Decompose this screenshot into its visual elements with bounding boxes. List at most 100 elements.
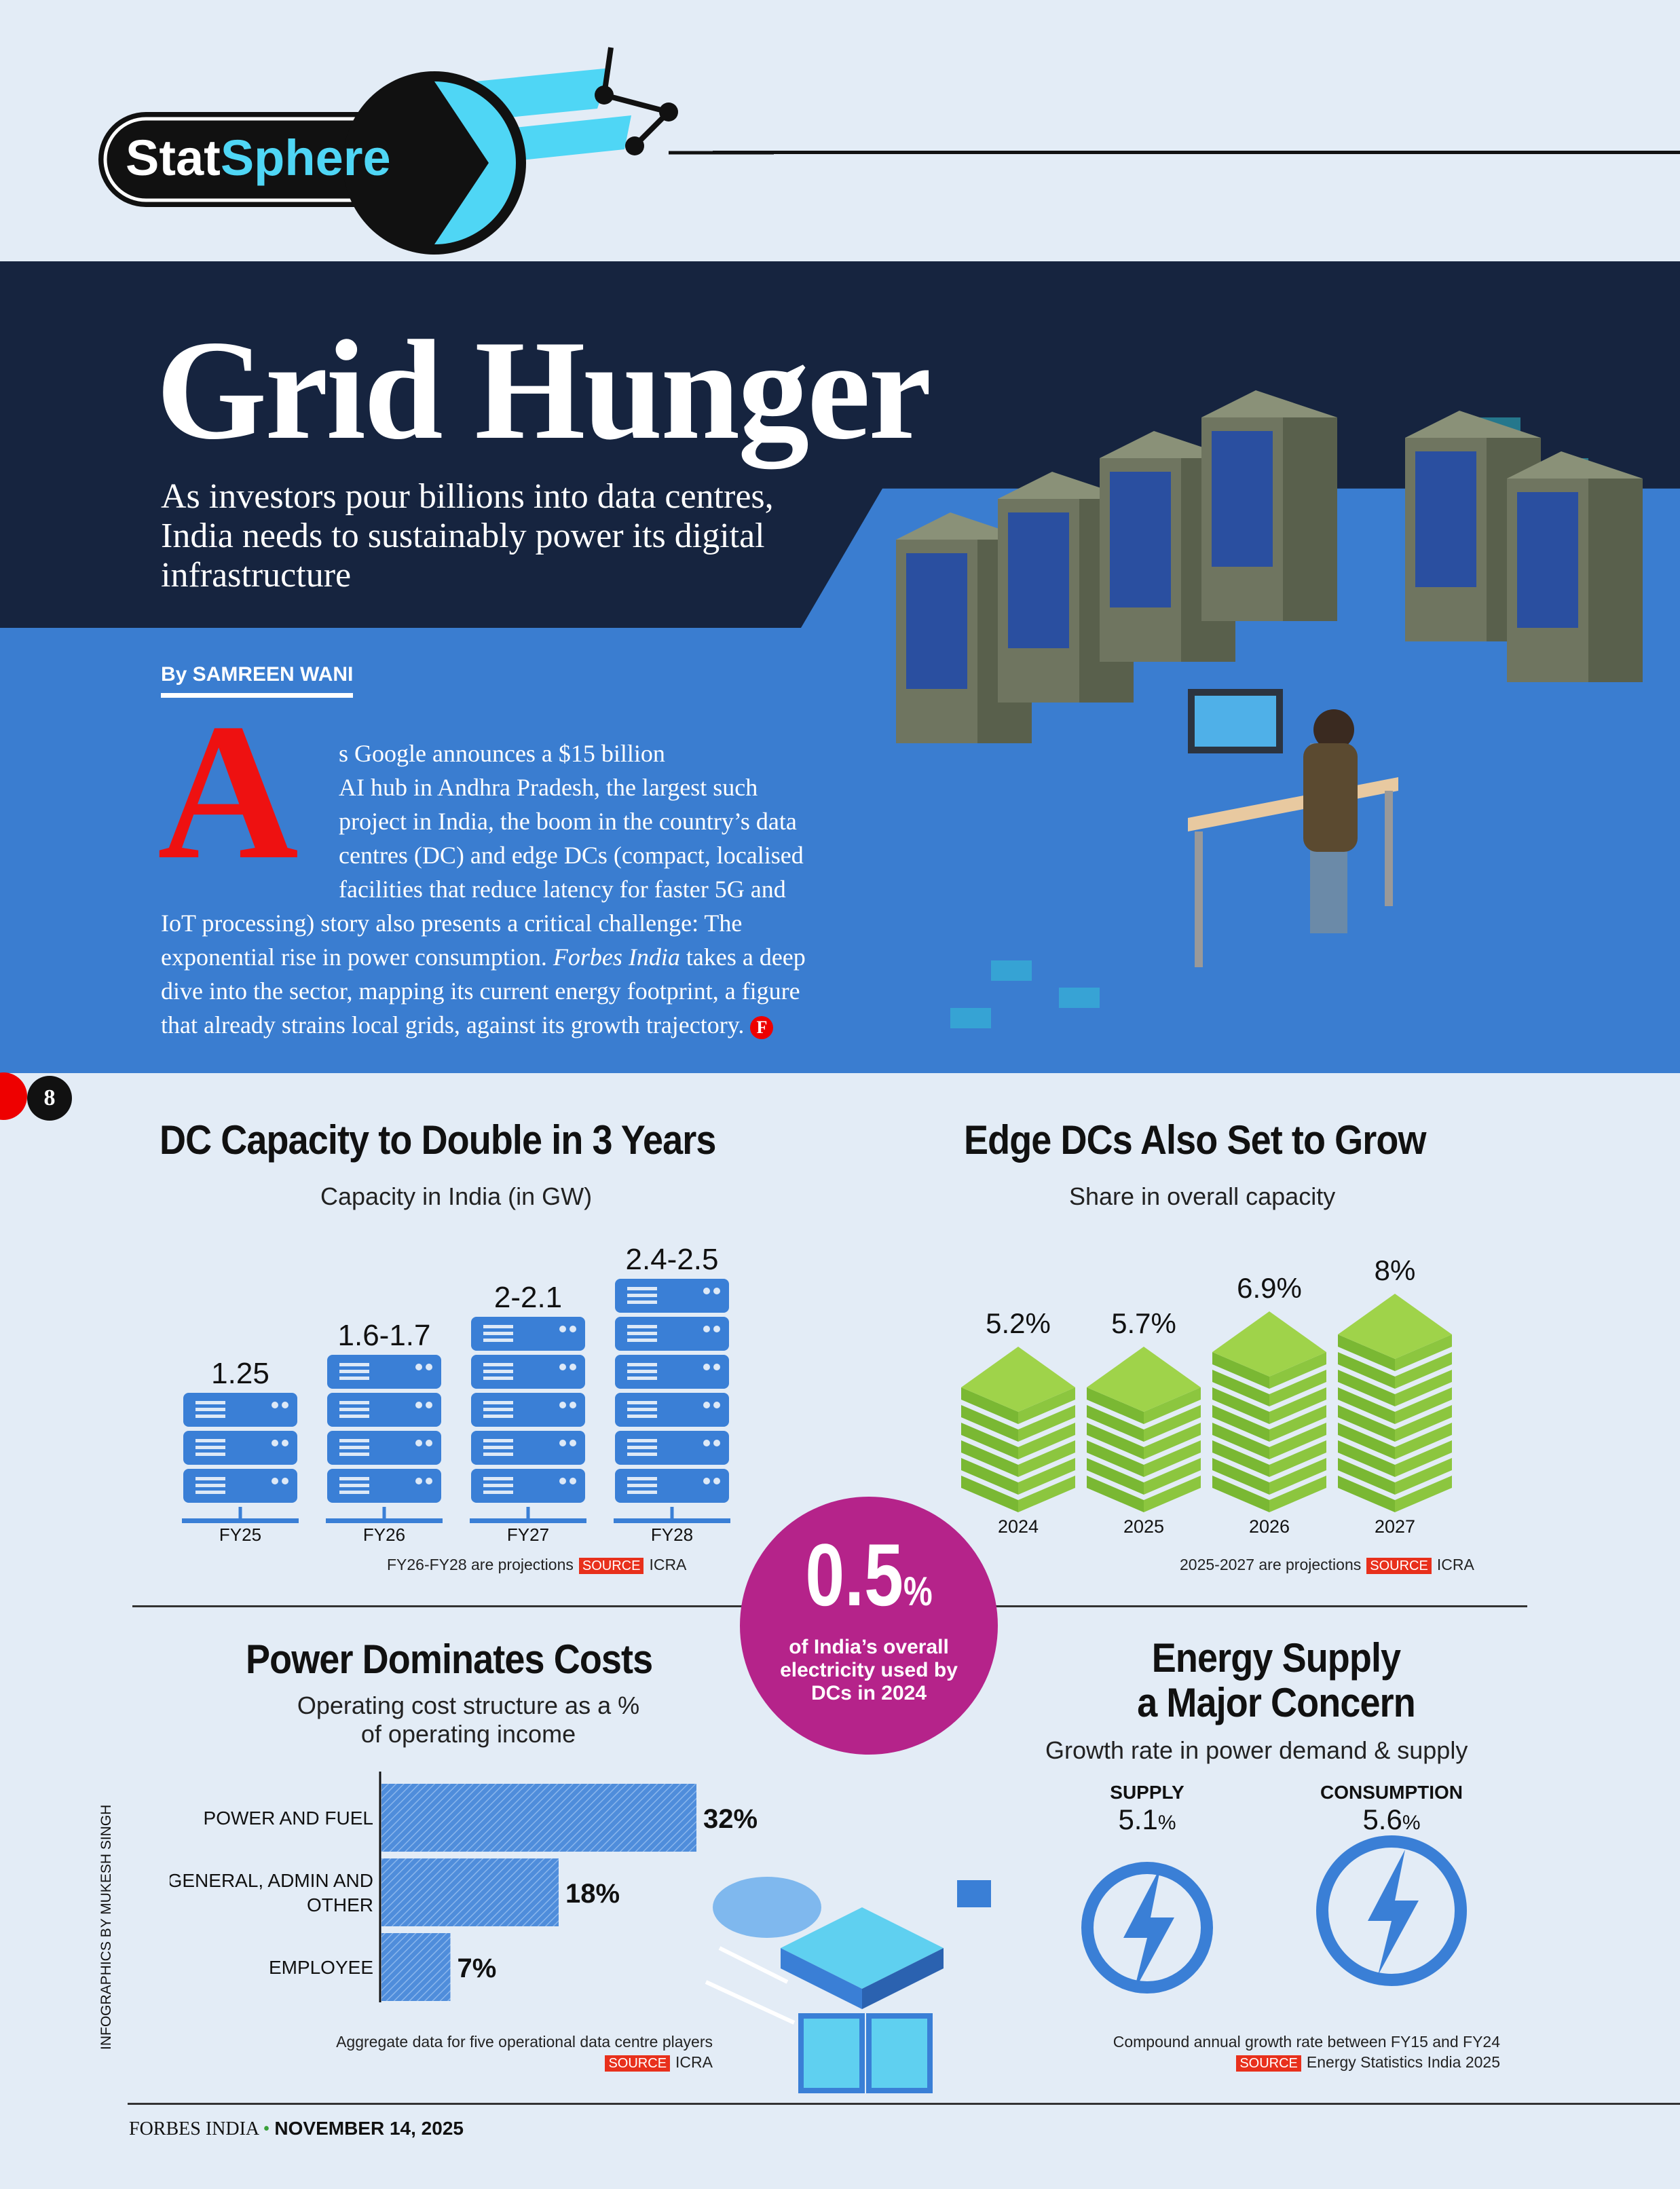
network-base [614,1518,730,1523]
edge-dc-layer [1087,1387,1144,1424]
infographics-credit: INFOGRAPHICS BY MUKESH SINGH [98,1804,114,2050]
edge-dc-layer [1395,1440,1452,1477]
article-body: s Google announces a $15 billion AI hub … [161,736,941,1042]
edge-dc-layer [1269,1352,1326,1389]
category-label: EMPLOYEE [269,1957,373,1978]
server-light [282,1402,288,1408]
header-rule [713,151,1680,154]
server-light [713,1288,720,1294]
lightning-icon [1316,1835,1467,1986]
rack-side [1283,417,1337,621]
server-unit-line [195,1439,225,1442]
edge-dc-layer [1395,1334,1452,1371]
chart3-plot: 32% POWER AND FUEL 18% GENERAL, ADMIN AND OT… [170,1772,758,2002]
edge-dc-layer [1269,1458,1326,1495]
edge-dc-layer [1338,1405,1395,1442]
edge-dc-layer [1269,1370,1326,1406]
server-light [426,1364,432,1370]
server-unit-line [483,1491,513,1494]
server-light [713,1326,720,1332]
logo-sphere: Sphere [220,130,391,186]
chart2-subtitle: Share in overall capacity [1069,1182,1336,1210]
source-badge: SOURCE [1236,2055,1301,2072]
data-label: 8% [1375,1254,1416,1286]
edge-dc-stack-2024 [961,1347,1075,1512]
edge-dc-layer [1212,1405,1269,1442]
chart4-plot: SUPPLY 5.1% CONSUMPTION 5.6% [1059,1782,1493,2006]
chart2-footnote: 2025-2027 are projections SOURCE ICRA [1180,1556,1474,1574]
edge-dc-layer [961,1405,1018,1442]
rack-panel [1212,431,1273,567]
rack-panel [1110,472,1171,607]
chart4-subtitle: Growth rate in power demand & supply [1045,1736,1468,1764]
lightning-bolt [1368,1850,1419,1975]
server-unit-line [339,1415,369,1418]
server-stack-FY28 [614,1279,730,1523]
edge-dc-layer [1212,1476,1269,1512]
server-light [559,1326,566,1332]
footer-rule [128,2103,1680,2105]
footer-date: NOVEMBER 14, 2025 [274,2118,464,2139]
server-light [703,1364,710,1370]
server-unit-line [483,1415,513,1418]
edge-dc-layer [1144,1387,1201,1424]
body-line: project in India, the boom in the countr… [339,808,797,835]
data-label: 2.4-2.5 [626,1243,719,1276]
edge-dc-stack-2025 [1087,1347,1201,1512]
server-light [713,1478,720,1484]
server-unit-line [339,1491,369,1494]
rack-panel [1415,451,1476,587]
bar [381,1784,696,1852]
data-label: 1.6-1.7 [338,1319,431,1352]
server-light [415,1402,422,1408]
server-unit-line [483,1370,513,1373]
server-unit-line [195,1401,225,1404]
body-line: dive into the sector, mapping its curren… [161,977,800,1005]
edge-dc-layer [1212,1458,1269,1495]
edge-dc-top [1087,1347,1201,1412]
rack-side [1588,479,1643,682]
server-unit-line [627,1408,657,1411]
edge-dc-layer [1269,1476,1326,1512]
logo-stat: Stat [126,130,221,186]
edge-dc-layer [961,1423,1018,1459]
server-light [713,1402,720,1408]
edge-dc-layer [1212,1370,1269,1406]
server-light [415,1364,422,1370]
byline: By SAMREEN WANI [161,663,354,698]
lightning-bolt [1123,1867,1174,1992]
metric-value: 5.1% [1118,1803,1176,1835]
server-unit-line [195,1477,225,1480]
headline: Grid Hunger [156,312,932,469]
server-unit-line [627,1339,657,1342]
standfirst-line: India needs to sustainably power its dig… [161,517,765,555]
edge-dc-layer [1338,1476,1395,1512]
server-unit-line [195,1408,225,1411]
x-tick-label: 2026 [1249,1516,1290,1537]
rack-panel [1008,512,1069,648]
body-line: AI hub in Andhra Pradesh, the largest su… [339,774,758,801]
server-unit-line [627,1370,657,1373]
server-unit-line [339,1377,369,1380]
server-unit-line [195,1491,225,1494]
server-unit-line [339,1477,369,1480]
highlight-text: of India’s overall [789,1636,949,1658]
network-base [182,1518,299,1523]
edge-dc-top [1212,1311,1326,1377]
server-light [559,1364,566,1370]
source-badge: SOURCE [1366,1558,1432,1574]
chart3-subtitle: Operating cost structure as a % of operat… [297,1691,640,1748]
server-light [570,1478,576,1484]
metric-label: CONSUMPTION [1320,1782,1463,1803]
edge-dc-layer [1018,1440,1075,1477]
metric-label: SUPPLY [1110,1782,1184,1803]
server-unit-line [627,1377,657,1380]
statsphere-logo: StatSphere [95,41,774,265]
chart3-title: Power Dominates Costs [246,1636,653,1682]
server-light [703,1402,710,1408]
edge-dc-layer [961,1387,1018,1424]
body-line: IoT processing) story also presents a cr… [161,910,743,937]
x-tick-label: FY28 [651,1524,693,1545]
server-unit-line [483,1332,513,1335]
server-unit-line [627,1491,657,1494]
